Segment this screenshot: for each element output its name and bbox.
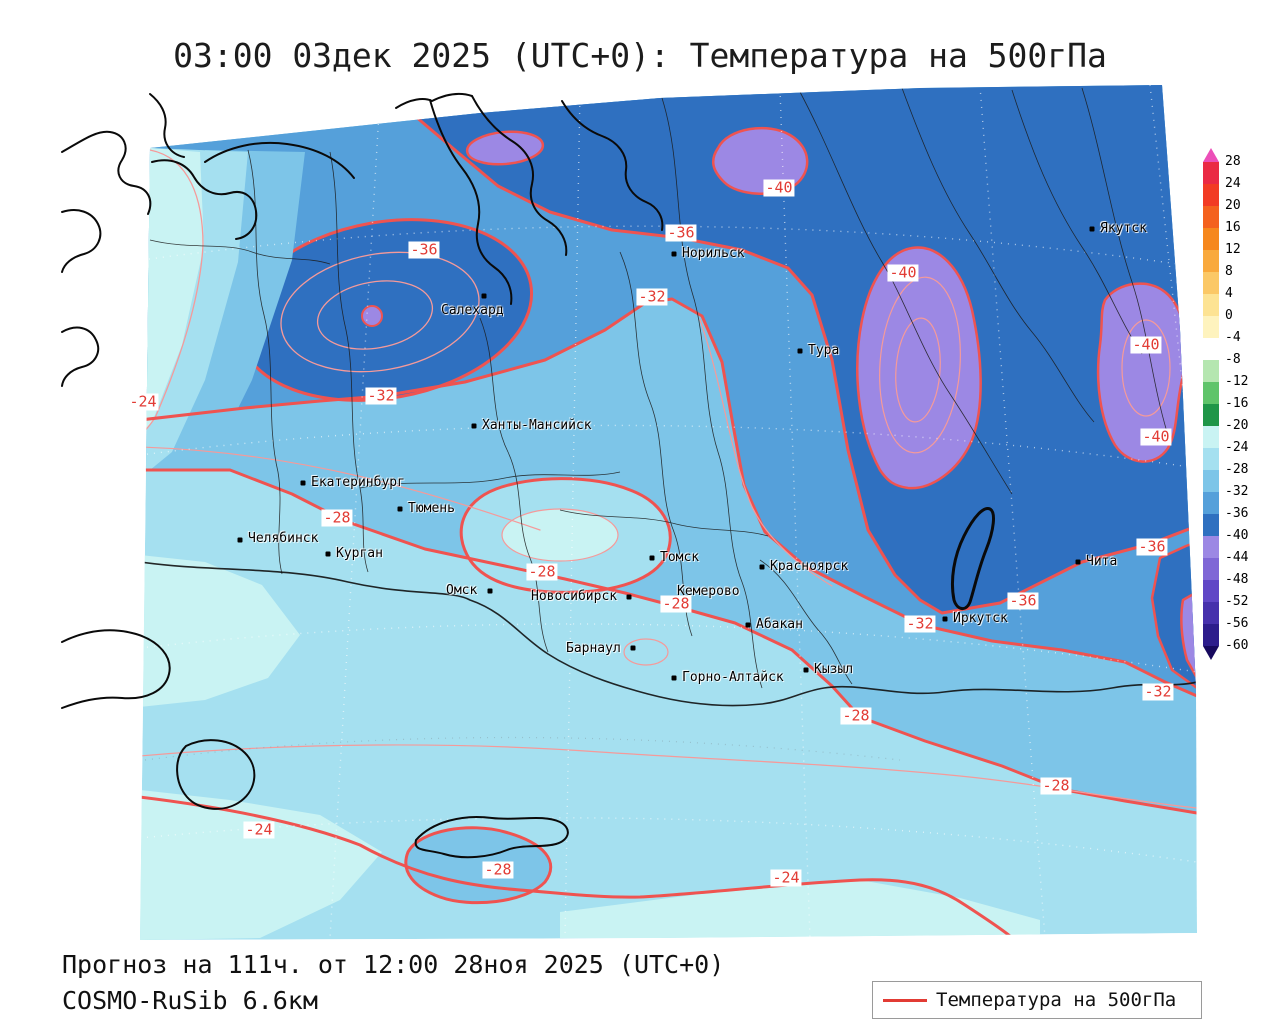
colorbar-bar bbox=[1203, 148, 1219, 660]
model-info: COSMO-RuSib 6.6км bbox=[62, 986, 318, 1015]
legend: Температура на 500гПа bbox=[872, 981, 1202, 1019]
colorbar-segment bbox=[1203, 206, 1219, 228]
colorbar-segment bbox=[1203, 360, 1219, 382]
colorbar-label: -24 bbox=[1225, 440, 1249, 455]
colorbar-label: -4 bbox=[1225, 330, 1241, 345]
colorbar-label: -48 bbox=[1225, 572, 1249, 587]
colorbar-segment bbox=[1203, 272, 1219, 294]
temperature-colorbar: 28 24 20 16 12 8 4 0 -4 -8 -12 -16 -20 -24 -28 -32 -36 -4… bbox=[1203, 148, 1279, 678]
colorbar-label: 12 bbox=[1225, 242, 1241, 257]
colorbar-segment bbox=[1203, 492, 1219, 514]
colorbar-label: -36 bbox=[1225, 506, 1249, 521]
colorbar-segment bbox=[1203, 470, 1219, 492]
colorbar-segment bbox=[1203, 316, 1219, 338]
colorbar-label: -60 bbox=[1225, 638, 1249, 653]
colorbar-label: -12 bbox=[1225, 374, 1249, 389]
colorbar-label: 20 bbox=[1225, 198, 1241, 213]
colorbar-label: 28 bbox=[1225, 154, 1241, 169]
page-title: 03:00 03дек 2025 (UTC+0): Температура на… bbox=[173, 36, 1107, 75]
colorbar-segment bbox=[1203, 558, 1219, 580]
colorbar-label: 4 bbox=[1225, 286, 1233, 301]
colorbar-segment bbox=[1203, 184, 1219, 206]
colorbar-segment bbox=[1203, 338, 1219, 360]
colorbar-label: -32 bbox=[1225, 484, 1249, 499]
coastlines bbox=[61, 92, 995, 859]
colorbar-segment bbox=[1203, 448, 1219, 470]
colorbar-label: 24 bbox=[1225, 176, 1241, 191]
colorbar-segment bbox=[1203, 602, 1219, 624]
colorbar-label: -52 bbox=[1225, 594, 1249, 609]
legend-label: Температура на 500гПа bbox=[936, 989, 1177, 1011]
admin-borders bbox=[149, 87, 1168, 689]
forecast-info: Прогноз на 111ч. от 12:00 28ноя 2025 (UT… bbox=[62, 950, 725, 979]
colorbar-label: -20 bbox=[1225, 418, 1249, 433]
temperature-field bbox=[140, 85, 1197, 940]
colorbar-labels: 28 24 20 16 12 8 4 0 -4 -8 -12 -16 -20 -24 -28 -32 -36 -4… bbox=[1225, 148, 1275, 678]
colorbar-label: -56 bbox=[1225, 616, 1249, 631]
colorbar-top-arrow bbox=[1203, 148, 1219, 162]
colorbar-segment bbox=[1203, 514, 1219, 536]
colorbar-label: 0 bbox=[1225, 308, 1233, 323]
colorbar-segment bbox=[1203, 536, 1219, 558]
colorbar-segment bbox=[1203, 250, 1219, 272]
colorbar-segment bbox=[1203, 624, 1219, 646]
colorbar-segment bbox=[1203, 382, 1219, 404]
colorbar-label: 8 bbox=[1225, 264, 1233, 279]
colorbar-label: -44 bbox=[1225, 550, 1249, 565]
colorbar-segment bbox=[1203, 294, 1219, 316]
colorbar-segment bbox=[1203, 404, 1219, 426]
colorbar-label: -16 bbox=[1225, 396, 1249, 411]
legend-contour-line-sample bbox=[883, 998, 927, 1002]
colorbar-bottom-arrow bbox=[1203, 646, 1219, 660]
colorbar-segment bbox=[1203, 580, 1219, 602]
colorbar-segment bbox=[1203, 426, 1219, 448]
colorbar-label: -40 bbox=[1225, 528, 1249, 543]
band-36-40 bbox=[415, 85, 1197, 613]
colorbar-label: -28 bbox=[1225, 462, 1249, 477]
colorbar-label: -8 bbox=[1225, 352, 1241, 367]
colorbar-label: 16 bbox=[1225, 220, 1241, 235]
colorbar-segment bbox=[1203, 228, 1219, 250]
colorbar-segment bbox=[1203, 162, 1219, 184]
